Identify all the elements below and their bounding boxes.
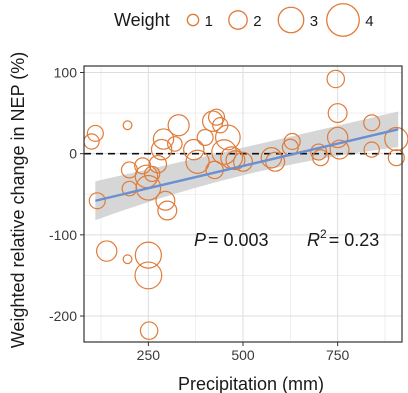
data-point: [211, 139, 237, 165]
data-point: [134, 261, 163, 290]
data-point: [135, 174, 162, 201]
data-point: [86, 124, 104, 142]
y-axis-ticks: -200 -100 0 100: [49, 64, 84, 324]
data-point: [134, 241, 162, 269]
y-axis-label: Weighted relative change in NEP (%): [8, 52, 28, 349]
data-point: [143, 165, 161, 183]
p-symbol: P: [194, 230, 206, 250]
data-point: [214, 124, 241, 151]
x-tick-label: 250: [137, 347, 161, 363]
data-point: [233, 151, 254, 172]
data-point: [326, 126, 349, 149]
r-superscript: 2: [320, 227, 327, 241]
data-point: [329, 139, 350, 160]
legend-circle-1: [186, 13, 200, 27]
data-point: [207, 108, 226, 126]
legend-circle-2: [228, 10, 248, 30]
x-axis-label: Precipitation (mm): [178, 374, 324, 393]
data-point: [150, 138, 173, 161]
data-point: [122, 254, 133, 265]
r2-annotation: R2 = 0.23: [307, 227, 379, 250]
r2-value: = 0.23: [329, 230, 380, 250]
data-point: [326, 69, 346, 89]
x-axis-ticks: 250 500 750: [137, 342, 350, 363]
y-tick-label: -200: [49, 308, 77, 324]
data-point: [363, 114, 381, 132]
data-point: [387, 149, 405, 167]
y-tick-label: -100: [49, 227, 77, 243]
data-point: [88, 192, 106, 210]
data-point: [283, 132, 301, 151]
y-tick-label: 100: [54, 64, 78, 80]
regression-line: [95, 128, 399, 202]
data-point: [183, 138, 205, 161]
p-value-annotation: P = 0.003: [194, 230, 269, 250]
data-point: [148, 154, 168, 174]
legend-title: Weight: [114, 10, 170, 30]
r-symbol: R: [307, 230, 320, 250]
legend-circle-3: [277, 6, 305, 34]
points-layer: [83, 69, 408, 340]
data-point: [152, 128, 175, 150]
data-point: [167, 136, 183, 152]
stats-annotation: P = 0.003 R2 = 0.23: [194, 227, 379, 250]
legend-label-1: 1: [205, 13, 213, 30]
data-point: [157, 200, 178, 221]
data-point: [327, 103, 348, 124]
p-value: = 0.003: [208, 230, 269, 250]
data-point: [185, 149, 210, 174]
legend-circle-4: [326, 3, 360, 37]
legend-label-3: 3: [310, 13, 318, 30]
data-point: [122, 120, 133, 131]
data-point: [312, 149, 330, 167]
data-point: [363, 141, 380, 158]
data-point: [196, 128, 214, 146]
data-point: [225, 150, 246, 171]
data-point: [155, 190, 176, 211]
legend: Weight 1 2 3 4: [114, 3, 374, 37]
x-tick-label: 750: [326, 347, 350, 363]
legend-label-2: 2: [253, 13, 261, 30]
x-tick-label: 500: [231, 347, 255, 363]
legend-items: 1 2 3 4: [186, 3, 374, 37]
data-point: [139, 321, 159, 340]
data-point: [167, 114, 190, 137]
y-tick-label: 0: [69, 146, 77, 162]
data-point: [95, 240, 118, 262]
legend-label-4: 4: [365, 13, 373, 30]
